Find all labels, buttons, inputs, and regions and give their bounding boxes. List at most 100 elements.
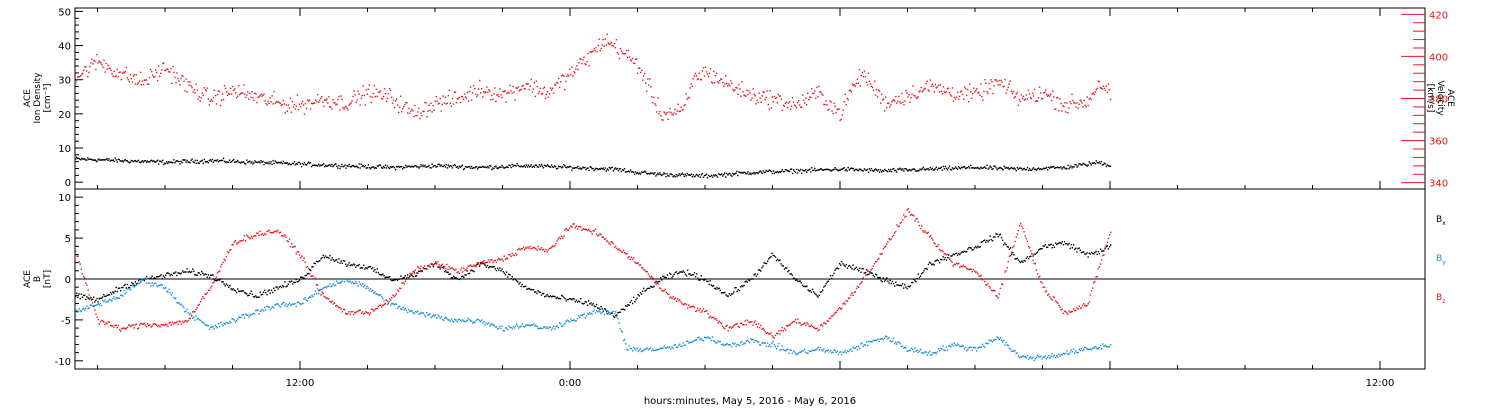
by-series-point [409,310,411,313]
bx-series-point [861,268,863,270]
bx-series-point [382,273,384,275]
density-series-point [756,172,758,174]
by-series-point [301,303,303,305]
velocity-series-point [166,68,168,70]
density-series-point [685,175,687,177]
by-series-point [1085,347,1087,349]
bz-series-point [114,324,116,327]
bz-series-point [543,248,545,251]
bz-series-point [471,265,473,268]
by-series-point [336,280,338,282]
bz-series-point [919,228,922,230]
by-series-point [801,349,804,352]
by-series-point [675,346,678,348]
bz-series-point [730,327,733,329]
bx-series-point [121,286,123,289]
density-series-point [915,170,917,172]
velocity-series-point [904,100,906,102]
bx-series-point [120,290,122,292]
density-series-point [616,167,619,170]
velocity-series-point [223,85,226,87]
density-series-point [442,165,444,168]
density-series-point [875,169,878,171]
bz-series-point [892,234,895,236]
density-series-point [216,159,219,161]
bz-series-point [1000,283,1003,285]
velocity-series-point [169,71,171,73]
density-series-point [645,171,647,173]
by-series-point [699,338,701,341]
bx-series-point [922,272,924,274]
velocity-series-point [737,93,739,95]
bz-series-point [492,261,494,264]
velocity-series-point [826,104,828,106]
by-series-point [802,350,805,352]
by-series-point [528,324,530,327]
by-series-point [868,340,870,342]
density-series-point [1007,167,1009,169]
by-series-point [315,292,318,295]
by-series-point [271,305,274,308]
bz-series-point [116,326,118,329]
bz-series-point [215,276,217,278]
bz-series-point [998,293,1000,295]
bz-series-point [241,239,243,242]
density-series-point [500,166,502,169]
density-series-point [168,161,170,163]
density-series-point [190,159,192,162]
bx-series-point [792,277,795,279]
velocity-series-point [726,82,728,85]
left-y-tick-label: 50 [58,7,71,18]
bz-series-point [940,250,942,252]
b-y-tick-label: 10 [58,193,71,204]
bx-series-point [249,292,251,295]
bz-series-point [1056,301,1058,303]
velocity-series-point [927,89,929,91]
velocity-series-point [432,105,434,107]
by-series-point [858,345,860,348]
bz-series-point [586,229,589,232]
density-series-point [935,166,937,168]
bx-series-point [1015,258,1017,260]
by-series-point [851,350,853,352]
bx-series-point [878,276,880,279]
density-series-point [796,172,799,174]
velocity-series-point [525,83,527,85]
by-series-point [366,285,368,288]
velocity-series-point [155,69,157,71]
by-series-point [469,320,472,322]
bx-series-point [955,252,958,254]
density-series-point [1107,164,1110,167]
density-series-point [990,166,992,169]
velocity-series-point [273,90,275,93]
velocity-series-point [845,103,847,106]
by-series-point [237,318,239,320]
velocity-series-point [716,81,719,83]
bz-series-point [710,317,712,319]
density-series-point [252,163,254,165]
bz-series-point [631,258,634,261]
velocity-series-point [658,113,660,115]
density-series-point [326,165,328,167]
bx-series-point [250,290,252,292]
bz-series-point [609,243,611,246]
by-series-point [350,282,352,284]
bz-series-point [521,248,523,250]
density-series-point [529,165,531,168]
density-series-point [1038,168,1041,171]
by-series-point [832,351,834,353]
velocity-series-point [193,89,195,91]
by-series-point [782,348,784,351]
by-series-point [289,304,292,306]
density-series-point [279,162,281,164]
bz-series-point [921,225,923,227]
bx-series-point [166,272,168,274]
density-series-point [194,159,196,162]
density-series-point [696,174,699,176]
by-series-point [970,346,972,348]
density-series-point [834,167,836,169]
velocity-series-point [734,89,736,91]
bz-series-point [1044,291,1047,293]
bz-series-point [652,277,654,279]
by-series-point [901,345,904,347]
